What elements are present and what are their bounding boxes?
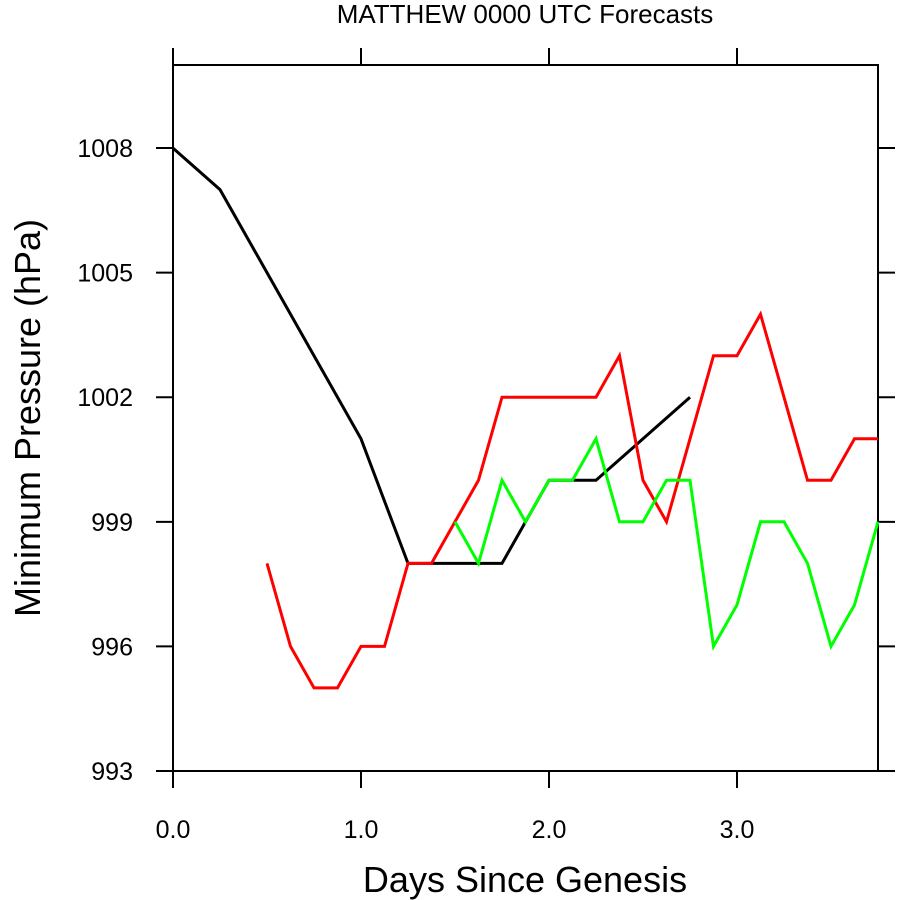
x-tick-label: 1.0 <box>344 816 379 844</box>
plot-frame <box>172 64 879 772</box>
y-axis-label: Minimum Pressure (hPa) <box>7 219 48 617</box>
x-axis-ticks: 0.0 1.0 2.0 3.0 <box>156 48 755 844</box>
y-tick-label: 1002 <box>77 384 133 412</box>
x-axis-label: Days Since Genesis <box>363 859 687 900</box>
y-tick-label: 999 <box>91 509 133 537</box>
x-tick-label: 2.0 <box>532 816 567 844</box>
series-line-3 <box>453 434 880 651</box>
y-axis-ticks: 993 996 999 1002 1005 1008 <box>77 135 895 786</box>
x-tick-label: 0.0 <box>156 816 191 844</box>
series-layer <box>172 146 880 690</box>
y-tick-label: 996 <box>91 633 133 661</box>
series-line-2 <box>265 310 878 690</box>
y-tick-label: 1008 <box>77 135 133 163</box>
y-tick-label: 1005 <box>77 260 133 288</box>
x-tick-label: 3.0 <box>720 816 755 844</box>
y-tick-label: 993 <box>91 758 133 786</box>
chart-title: MATTHEW 0000 UTC Forecasts <box>337 0 714 29</box>
